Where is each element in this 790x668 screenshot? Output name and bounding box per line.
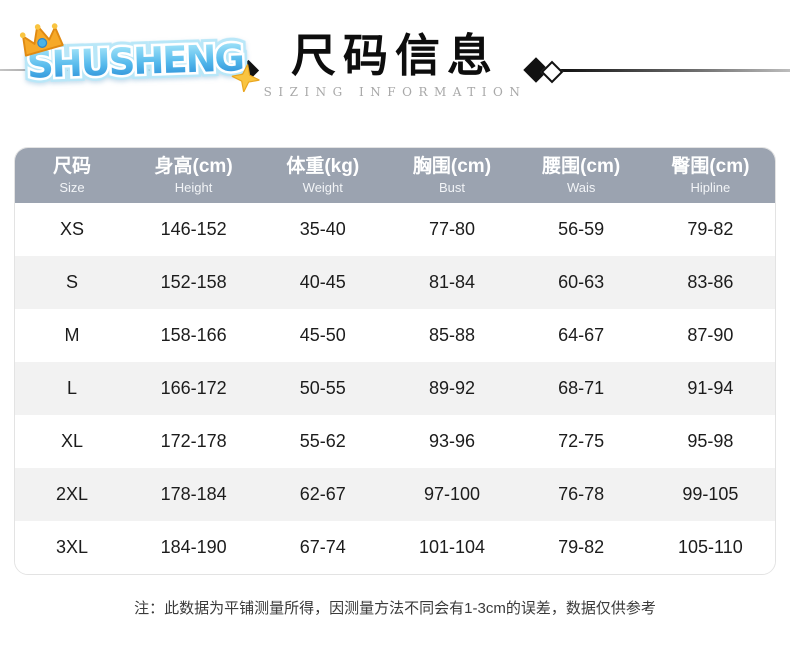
- crown-icon: [19, 23, 64, 57]
- height-cell: 146-152: [160, 219, 227, 239]
- col-label-zh: 腰围(cm): [542, 156, 621, 178]
- bust-cell: 101-104: [418, 537, 485, 557]
- left-decor-line: [0, 69, 252, 71]
- col-header-bust: 胸围(cm) Bust: [387, 148, 517, 203]
- table-row-xs: XS 146-152 35-40 77-80 56-59 79-82: [15, 203, 775, 256]
- col-label-zh: 身高(cm): [154, 156, 233, 178]
- header: SHUSHENG SHUSHENG SHUSHENG 尺码信息 SIZING I…: [0, 0, 790, 147]
- weight-cell: 50-55: [299, 378, 346, 398]
- star-icon: [229, 62, 262, 94]
- col-header-waist: 腰围(cm) Wais: [516, 148, 646, 203]
- footnote: 注：此数据为平铺测量所得，因测量方法不同会有1-3cm的误差，数据仅供参考: [134, 600, 656, 617]
- table-row-s: S 152-158 40-45 81-84 60-63 83-86: [15, 256, 775, 309]
- table-row-l: L 166-172 50-55 89-92 68-71 91-94: [15, 362, 775, 415]
- col-header-hipline: 臀围(cm) Hipline: [645, 148, 775, 203]
- col-header-height: 身高(cm) Height: [129, 148, 259, 203]
- height-cell: 152-158: [160, 272, 227, 292]
- height-cell: 184-190: [160, 537, 227, 557]
- hipline-cell: 79-82: [687, 219, 734, 239]
- waist-cell: 60-63: [558, 272, 605, 292]
- size-cell: S: [65, 272, 78, 292]
- col-label-en: Height: [174, 179, 213, 195]
- hipline-cell: 83-86: [687, 272, 734, 292]
- height-cell: 178-184: [160, 484, 227, 504]
- bust-cell: 77-80: [428, 219, 475, 239]
- col-label-zh: 体重(kg): [286, 156, 360, 178]
- table-row-2xl: 2XL 178-184 62-67 97-100 76-78 99-105: [15, 468, 775, 521]
- hipline-cell: 105-110: [678, 537, 743, 557]
- bust-cell: 93-96: [428, 431, 475, 451]
- shusheng-logo: SHUSHENG SHUSHENG SHUSHENG: [19, 23, 262, 94]
- waist-cell: 64-67: [558, 325, 605, 345]
- size-cell: XL: [60, 431, 84, 451]
- height-cell: 166-172: [160, 378, 227, 398]
- table-row-xl: XL 172-178 55-62 93-96 72-75 95-98: [15, 415, 775, 468]
- table-header-row: 尺码 Size 身高(cm) Height 体重(kg) Weight 胸围(c…: [15, 148, 775, 203]
- weight-cell: 55-62: [299, 431, 346, 451]
- bust-cell: 81-84: [428, 272, 475, 292]
- col-header-size: 尺码 Size: [15, 148, 129, 203]
- col-label-zh: 尺码: [52, 156, 91, 178]
- title-block: 尺码信息 SIZING INFORMATION: [225, 30, 565, 99]
- col-label-zh: 臀围(cm): [671, 156, 750, 178]
- col-label-en: Hipline: [690, 179, 731, 195]
- size-info-page: SHUSHENG SHUSHENG SHUSHENG 尺码信息 SIZING I…: [0, 0, 790, 617]
- col-label-en: Bust: [438, 179, 465, 195]
- right-decor-line: [559, 69, 790, 72]
- waist-cell: 76-78: [558, 484, 605, 504]
- col-label-zh: 胸围(cm): [412, 156, 492, 178]
- page-title: 尺码信息: [290, 29, 499, 82]
- table-row-3xl: 3XL 184-190 67-74 101-104 79-82 105-110: [15, 521, 775, 574]
- bust-cell: 89-92: [428, 378, 475, 398]
- weight-cell: 35-40: [299, 219, 346, 239]
- bust-cell: 97-100: [423, 484, 480, 504]
- height-cell: 158-166: [160, 325, 227, 345]
- col-header-weight: 体重(kg) Weight: [258, 148, 388, 203]
- col-label-en: Size: [59, 179, 85, 195]
- waist-cell: 68-71: [558, 378, 605, 398]
- table-row-m: M 158-166 45-50 85-88 64-67 87-90: [15, 309, 775, 362]
- size-cell: 3XL: [55, 537, 89, 557]
- height-cell: 172-178: [160, 431, 227, 451]
- size-cell: M: [64, 325, 80, 345]
- weight-cell: 62-67: [299, 484, 346, 504]
- waist-cell: 56-59: [558, 219, 605, 239]
- hipline-cell: 91-94: [687, 378, 734, 398]
- waist-cell: 79-82: [558, 537, 605, 557]
- size-cell: XS: [59, 219, 84, 239]
- bust-cell: 85-88: [428, 325, 475, 345]
- hipline-cell: 99-105: [682, 484, 739, 504]
- size-cell: 2XL: [55, 484, 89, 504]
- weight-cell: 45-50: [299, 325, 346, 345]
- weight-cell: 67-74: [299, 537, 346, 557]
- weight-cell: 40-45: [299, 272, 346, 292]
- hipline-cell: 87-90: [687, 325, 734, 345]
- page-subtitle: SIZING INFORMATION: [263, 84, 527, 99]
- size-cell: L: [66, 378, 77, 398]
- waist-cell: 72-75: [558, 431, 605, 451]
- hipline-cell: 95-98: [687, 431, 734, 451]
- col-label-en: Wais: [566, 179, 596, 195]
- col-label-en: Weight: [302, 179, 343, 195]
- size-table: 尺码 Size 身高(cm) Height 体重(kg) Weight 胸围(c…: [14, 147, 776, 575]
